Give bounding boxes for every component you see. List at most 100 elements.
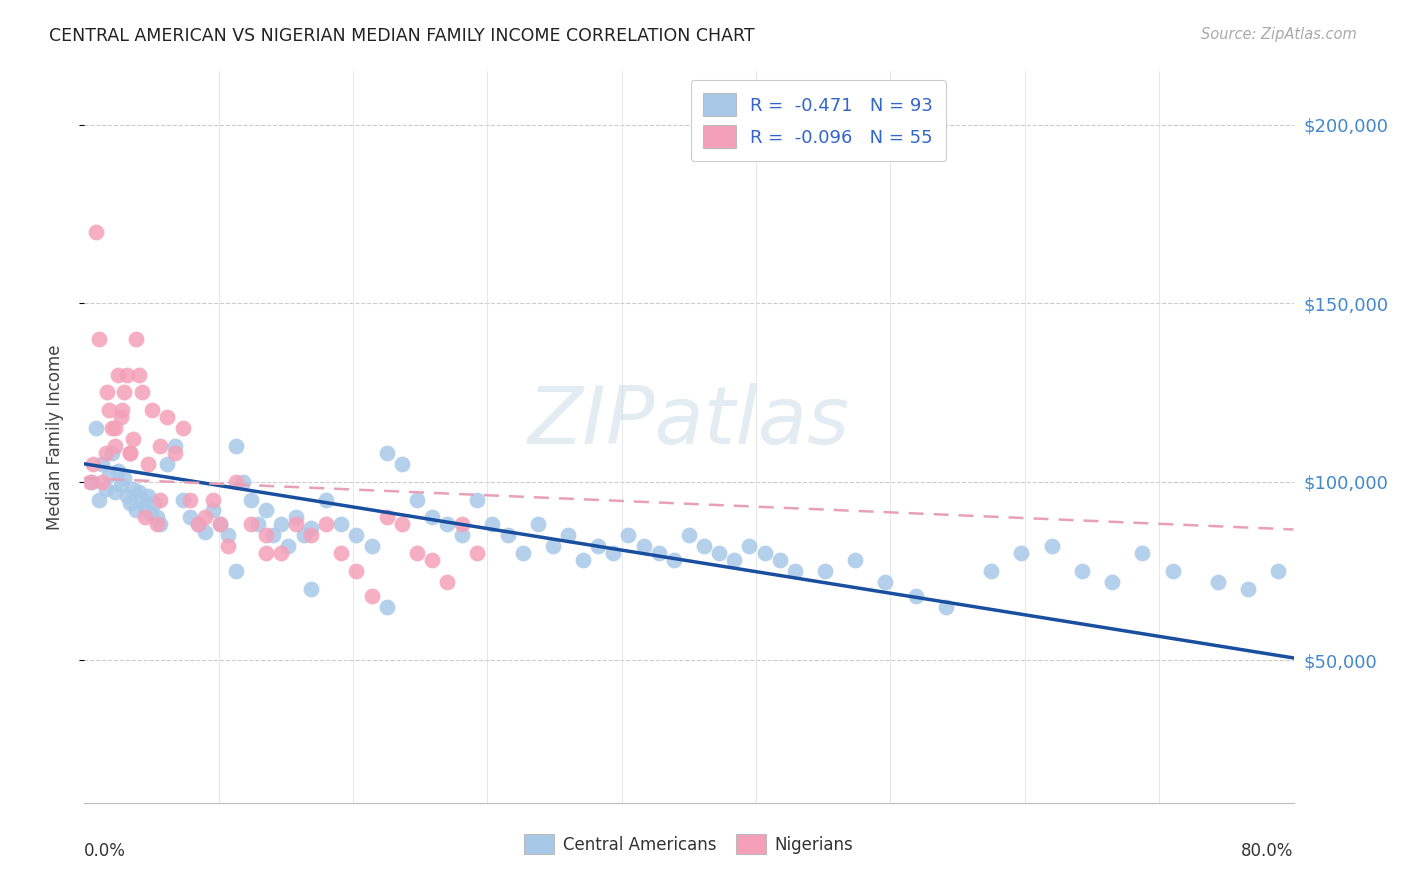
Point bbox=[875, 574, 897, 589]
Point bbox=[149, 492, 172, 507]
Point bbox=[783, 564, 806, 578]
Point bbox=[209, 517, 232, 532]
Point bbox=[118, 446, 141, 460]
Point bbox=[118, 446, 141, 460]
Point bbox=[1040, 539, 1063, 553]
Point bbox=[346, 564, 368, 578]
Point bbox=[149, 439, 172, 453]
Point bbox=[225, 439, 247, 453]
Point bbox=[201, 492, 224, 507]
Point bbox=[360, 539, 382, 553]
Point bbox=[115, 368, 138, 382]
Point bbox=[299, 582, 322, 596]
Point bbox=[172, 492, 194, 507]
Point bbox=[239, 492, 262, 507]
Point bbox=[1101, 574, 1123, 589]
Point bbox=[142, 496, 165, 510]
Point bbox=[110, 478, 132, 492]
Point bbox=[754, 546, 776, 560]
Point bbox=[118, 496, 141, 510]
Point bbox=[232, 475, 254, 489]
Point bbox=[80, 475, 103, 489]
Point bbox=[436, 574, 458, 589]
Text: 0.0%: 0.0% bbox=[84, 842, 127, 860]
Point bbox=[572, 553, 595, 567]
Point bbox=[136, 457, 159, 471]
Point bbox=[935, 599, 957, 614]
Point bbox=[104, 421, 127, 435]
Point bbox=[330, 517, 353, 532]
Point bbox=[100, 421, 122, 435]
Text: 80.0%: 80.0% bbox=[1241, 842, 1294, 860]
Point bbox=[112, 471, 135, 485]
Point bbox=[121, 432, 143, 446]
Point bbox=[375, 446, 398, 460]
Point bbox=[201, 503, 224, 517]
Point bbox=[315, 517, 337, 532]
Point bbox=[1267, 564, 1289, 578]
Point bbox=[481, 517, 503, 532]
Point bbox=[738, 539, 761, 553]
Point bbox=[209, 517, 232, 532]
Point bbox=[225, 564, 247, 578]
Point bbox=[225, 475, 247, 489]
Point bbox=[136, 489, 159, 503]
Point bbox=[125, 503, 148, 517]
Point bbox=[1206, 574, 1229, 589]
Point bbox=[467, 492, 489, 507]
Point bbox=[131, 385, 153, 400]
Point bbox=[814, 564, 837, 578]
Point bbox=[247, 517, 270, 532]
Point bbox=[693, 539, 716, 553]
Point bbox=[104, 485, 127, 500]
Point bbox=[89, 332, 111, 346]
Point bbox=[285, 510, 308, 524]
Point bbox=[602, 546, 624, 560]
Point bbox=[194, 510, 217, 524]
Point bbox=[104, 439, 127, 453]
Point bbox=[709, 546, 731, 560]
Point bbox=[980, 564, 1002, 578]
Point bbox=[97, 467, 120, 482]
Text: Source: ZipAtlas.com: Source: ZipAtlas.com bbox=[1201, 27, 1357, 42]
Point bbox=[588, 539, 610, 553]
Point bbox=[134, 510, 156, 524]
Point bbox=[1071, 564, 1094, 578]
Point bbox=[110, 410, 132, 425]
Point bbox=[112, 385, 135, 400]
Point bbox=[617, 528, 640, 542]
Point bbox=[541, 539, 564, 553]
Text: ZIPatlas: ZIPatlas bbox=[527, 384, 851, 461]
Point bbox=[187, 517, 209, 532]
Point bbox=[107, 464, 129, 478]
Point bbox=[723, 553, 745, 567]
Point bbox=[315, 492, 337, 507]
Point bbox=[125, 332, 148, 346]
Point bbox=[769, 553, 792, 567]
Point bbox=[194, 524, 217, 539]
Point bbox=[107, 368, 129, 382]
Point bbox=[904, 589, 927, 603]
Point bbox=[96, 385, 118, 400]
Point bbox=[406, 492, 429, 507]
Point bbox=[1161, 564, 1184, 578]
Point bbox=[254, 546, 277, 560]
Point bbox=[100, 446, 122, 460]
Point bbox=[131, 492, 153, 507]
Point bbox=[254, 503, 277, 517]
Point bbox=[156, 457, 179, 471]
Point bbox=[406, 546, 429, 560]
Point bbox=[436, 517, 458, 532]
Point bbox=[179, 492, 201, 507]
Point bbox=[239, 517, 262, 532]
Point bbox=[156, 410, 179, 425]
Point bbox=[165, 439, 187, 453]
Point bbox=[79, 475, 101, 489]
Point bbox=[527, 517, 550, 532]
Point bbox=[172, 421, 194, 435]
Point bbox=[1011, 546, 1033, 560]
Point bbox=[299, 528, 322, 542]
Point bbox=[82, 457, 104, 471]
Point bbox=[94, 446, 117, 460]
Point bbox=[165, 446, 187, 460]
